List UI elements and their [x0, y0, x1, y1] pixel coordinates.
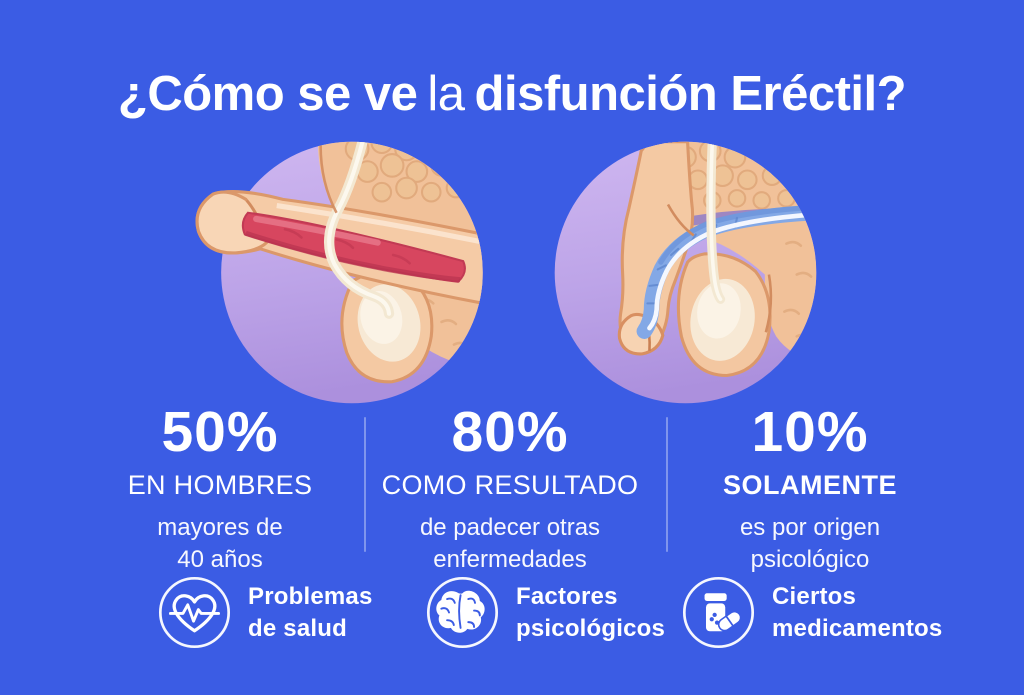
stat-desc-line: de padecer otras — [419, 514, 601, 541]
factor-label-line: Ciertos — [772, 583, 857, 611]
factor-health-problems: Problemas de salud — [156, 574, 373, 651]
stat-psychological-origin: 10% SOLAMENTE es por origen psicológico — [660, 404, 960, 575]
stat-desc-line: 40 años — [177, 545, 263, 573]
stat-desc-line: enfermedades — [433, 545, 587, 573]
factor-psychological: Factores psicológicos — [424, 574, 665, 651]
heart-pulse-icon — [156, 574, 233, 651]
stat-description: es por origen psicológico — [660, 512, 960, 575]
brain-icon — [424, 574, 501, 651]
title-part-bold-2: disfunción Eréctil? — [474, 67, 907, 121]
factor-label-line: psicológicos — [516, 614, 666, 642]
stat-description: mayores de 40 años — [70, 512, 370, 575]
factor-label-line: de salud — [248, 614, 347, 642]
stat-value: 80% — [451, 400, 569, 464]
factor-label-line: medicamentos — [772, 614, 943, 642]
stat-value: 50% — [161, 400, 279, 464]
page-title: ¿Cómo se ve la disfunción Eréctil? — [0, 67, 1024, 122]
stat-value: 10% — [751, 400, 869, 464]
stat-desc-line: mayores de — [157, 514, 283, 541]
stat-description: de padecer otras enfermedades — [360, 512, 660, 575]
stat-desc-line: es por origen — [739, 514, 881, 541]
factor-label: Factores psicológicos — [516, 581, 665, 643]
factor-medications: Ciertos medicamentos — [680, 574, 942, 651]
stat-men-over-40: 50% EN HOMBRES mayores de 40 años — [70, 404, 370, 575]
stat-headline: SOLAMENTE — [722, 470, 897, 500]
flaccid-anatomy-illustration — [531, 118, 840, 427]
erect-anatomy-drawing — [195, 141, 483, 404]
stat-headline: EN HOMBRES — [127, 470, 313, 500]
stat-other-diseases: 80% COMO RESULTADO de padecer otras enfe… — [360, 404, 660, 575]
column-divider — [364, 417, 366, 552]
factor-label: Problemas de salud — [248, 581, 373, 643]
flaccid-anatomy-drawing — [554, 141, 817, 404]
pill-bottle-icon — [680, 574, 757, 651]
erect-anatomy-illustration — [161, 118, 512, 427]
factor-label: Ciertos medicamentos — [772, 581, 942, 643]
stat-desc-line: psicológico — [750, 545, 870, 573]
factor-label-line: Problemas — [248, 583, 373, 611]
title-part-bold-1: ¿Cómo se ve — [117, 67, 418, 121]
stat-headline: COMO RESULTADO — [381, 470, 639, 500]
title-part-light: la — [427, 67, 465, 121]
factor-label-line: Factores — [516, 583, 618, 611]
column-divider — [666, 417, 668, 552]
